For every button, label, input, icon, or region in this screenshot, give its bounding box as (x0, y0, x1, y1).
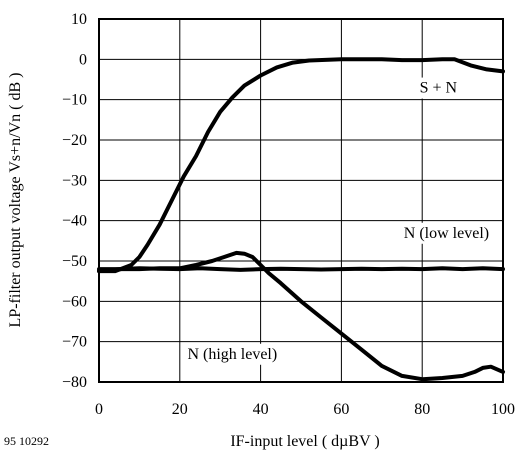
y-tick-label: −30 (62, 172, 87, 189)
annotation-background (181, 343, 284, 365)
y-tick-label: −80 (62, 374, 87, 391)
x-tick-labels: 0 20 40 60 80 100 (95, 401, 515, 418)
series-line-3 (97, 250, 505, 382)
x-tick-label: 100 (491, 401, 515, 418)
y-tick-label: −40 (62, 213, 87, 230)
annotations: S + N N (low level) N (high level) (181, 77, 496, 365)
y-tick-labels: 10 0 −10 −20 −30 −40 −50 −60 −70 −80 (62, 11, 87, 391)
x-tick-label: 80 (414, 401, 430, 418)
y-tick-label: −20 (62, 132, 87, 149)
annotation-label: N (low level) (404, 225, 489, 242)
y-tick-label: −10 (62, 92, 87, 109)
y-tick-label: 0 (79, 51, 87, 68)
plot-frame (98, 18, 504, 383)
x-tick-label: 20 (172, 401, 188, 418)
series-line-1 (97, 57, 505, 274)
series-layer (97, 57, 505, 382)
y-tick-label: −50 (62, 253, 87, 270)
annotation-label: N (high level) (187, 346, 277, 363)
x-axis-title: IF-input level ( dµBV ) (230, 433, 379, 450)
annotation-background (397, 222, 496, 244)
y-axis-title: LP-filter output voltage Vs+n/Vn ( dB ) (7, 73, 24, 328)
y-tick-label: 10 (71, 11, 87, 28)
x-tick-label: 60 (333, 401, 349, 418)
figure-id: 95 10292 (4, 434, 49, 448)
x-tick-label: 40 (253, 401, 269, 418)
annotation-background (413, 77, 464, 99)
x-tick-label: 0 (95, 401, 103, 418)
y-tick-label: −70 (62, 334, 87, 351)
annotation-label: S + N (420, 80, 458, 97)
y-tick-label: −60 (62, 293, 87, 310)
grid (98, 18, 504, 383)
